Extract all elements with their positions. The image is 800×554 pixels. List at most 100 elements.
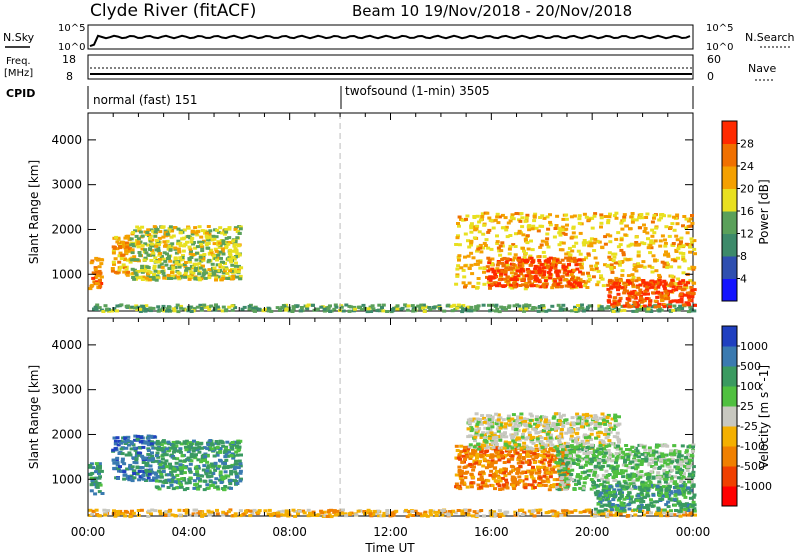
power-echo-cell	[135, 258, 140, 262]
power-echo-cell	[619, 248, 624, 252]
power-echo-cell	[188, 247, 193, 251]
velocity-echo-cell	[459, 471, 464, 475]
power-echo-cell	[498, 284, 503, 288]
velocity-echo-cell	[499, 432, 504, 436]
velocity-echo-cell	[229, 469, 234, 473]
velocity-echo-cell	[144, 479, 148, 482]
velocity-echo-cell	[560, 466, 565, 470]
velocity-echo-cell	[484, 450, 489, 454]
velocity-echo-cell	[552, 458, 557, 462]
velocity-echo-cell	[117, 439, 122, 443]
velocity-echo-cell	[208, 446, 212, 450]
velocity-echo-cell	[365, 511, 370, 515]
power-echo-cell	[551, 260, 556, 264]
velocity-echo-cell	[111, 448, 116, 452]
power-echo-cell	[210, 238, 215, 242]
velocity-echo-cell	[405, 515, 410, 519]
velocity-echo-cell	[186, 456, 191, 460]
power-echo-cell	[322, 307, 327, 311]
power-echo-cell	[457, 258, 461, 262]
velocity-echo-cell	[597, 425, 602, 428]
power-echo-cell	[148, 275, 153, 279]
velocity-echo-cell	[549, 447, 553, 451]
velocity-echo-cell	[679, 471, 683, 474]
power-echo-cell	[99, 258, 104, 262]
power-echo-cell	[496, 246, 501, 250]
velocity-echo-cell	[238, 464, 243, 468]
power-echo-cell	[197, 262, 202, 266]
power-echo-cell	[678, 282, 683, 285]
velocity-echo-cell	[526, 423, 531, 427]
power-echo-cell	[349, 305, 354, 309]
velocity-echo-cell	[506, 417, 511, 421]
power-echo-cell	[559, 307, 564, 311]
power-echo-cell	[179, 304, 183, 308]
velocity-echo-cell	[162, 451, 167, 455]
power-echo-cell	[576, 276, 581, 280]
velocity-echo-cell	[601, 417, 606, 421]
power-echo-cell	[636, 307, 641, 311]
power-echo-cell	[456, 264, 461, 268]
power-echo-cell	[545, 232, 550, 236]
velocity-echo-cell	[562, 459, 567, 463]
power-echo-cell	[152, 266, 157, 270]
power-echo-cell	[488, 267, 492, 271]
power-echo-cell	[164, 263, 169, 267]
velocity-echo-cell	[512, 441, 517, 445]
velocity-echo-cell	[202, 446, 207, 450]
velocity-echo-cell	[534, 508, 539, 512]
velocity-echo-cell	[237, 447, 242, 451]
power-colorbar-tick-label: 20	[740, 183, 754, 196]
velocity-echo-cell	[627, 478, 632, 482]
power-echo-cell	[167, 308, 172, 312]
power-echo-cell	[552, 277, 557, 281]
power-echo-cell	[214, 249, 219, 253]
velocity-echo-cell	[476, 443, 481, 446]
velocity-echo-cell	[316, 513, 321, 517]
power-echo-cell	[608, 290, 613, 294]
power-echo-cell	[550, 304, 555, 308]
power-echo-cell	[645, 305, 650, 309]
power-echo-cell	[659, 308, 664, 312]
power-echo-cell	[653, 239, 658, 243]
power-echo-cell	[519, 272, 524, 276]
velocity-echo-cell	[376, 509, 381, 513]
velocity-echo-cell	[281, 509, 286, 513]
velocity-echo-cell	[207, 511, 212, 515]
velocity-echo-cell	[636, 470, 641, 474]
velocity-echo-cell	[468, 457, 473, 460]
velocity-echo-cell	[647, 473, 652, 477]
power-echo-cell	[509, 215, 514, 219]
power-echo-cell	[490, 303, 495, 307]
power-echo-cell	[187, 277, 192, 281]
velocity-echo-cell	[545, 477, 550, 481]
velocity-echo-cell	[536, 511, 541, 515]
power-echo-cell	[366, 307, 371, 311]
power-echo-cell	[169, 245, 174, 249]
power-echo-cell	[573, 308, 578, 311]
velocity-echo-cell	[516, 429, 521, 433]
power-echo-cell	[166, 273, 171, 277]
freq-frame	[87, 54, 694, 80]
power-echo-cell	[539, 243, 544, 247]
power-echo-cell	[517, 229, 522, 233]
velocity-echo-cell	[479, 475, 484, 479]
velocity-echo-cell	[177, 441, 182, 445]
power-echo-cell	[657, 218, 662, 222]
power-echo-cell	[502, 256, 507, 260]
velocity-echo-cell	[681, 510, 686, 514]
velocity-echo-cell	[543, 484, 548, 487]
power-echo-cell	[410, 304, 415, 308]
velocity-echo-cell	[489, 464, 494, 468]
power-echo-cell	[576, 304, 581, 307]
power-echo-cell	[667, 305, 672, 309]
velocity-echo-cell	[511, 439, 516, 443]
velocity-echo-cell	[594, 436, 599, 440]
velocity-echo-cell	[580, 416, 585, 419]
power-echo-cell	[619, 221, 624, 225]
power-echo-cell	[561, 241, 566, 245]
power-echo-cell	[564, 217, 569, 221]
velocity-echo-cell	[634, 467, 638, 471]
power-echo-cell	[616, 292, 621, 296]
velocity-echo-cell	[490, 441, 495, 445]
